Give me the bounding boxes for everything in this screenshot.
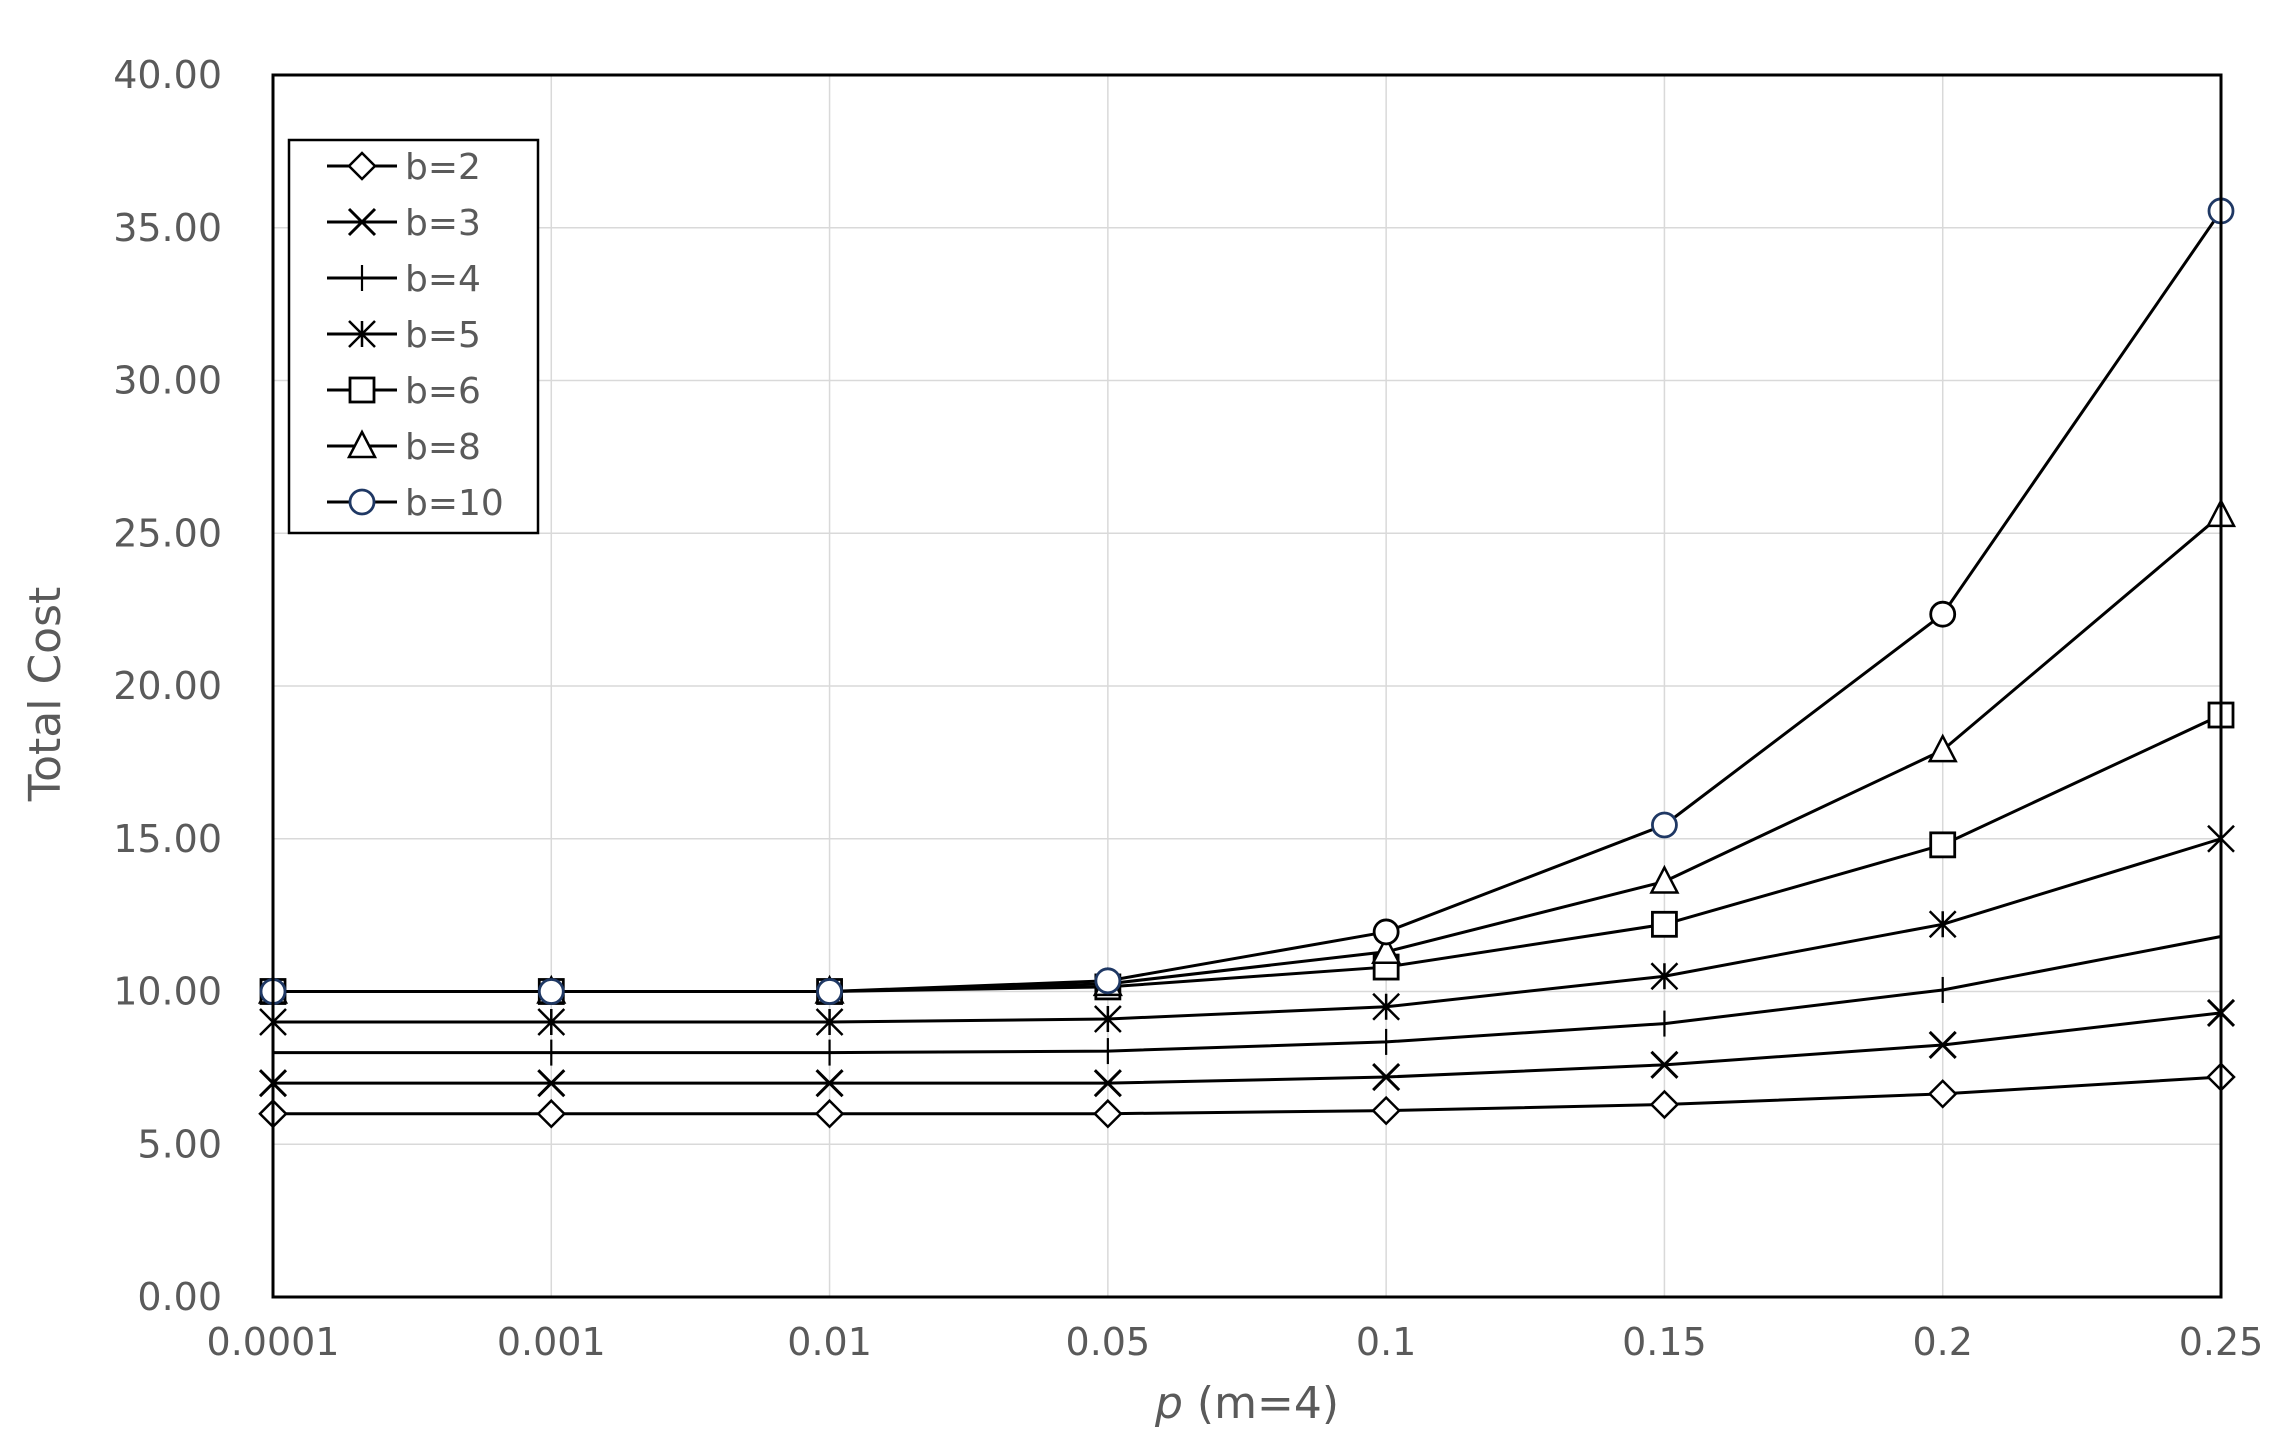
y-axis-title: Total Cost [20,587,71,803]
data-point-b=10 [1651,811,1678,839]
series-line-b=4 [273,935,2222,1055]
legend-marker [347,151,377,181]
legend-label: b=2 [405,147,481,188]
plot-area-frame [271,73,2223,1299]
legend-entry-b=2: b=2 [327,147,481,188]
data-point-b=2 [1649,1089,1680,1120]
data-point-b=3 [1650,1050,1679,1079]
x-axis-ticks: 0.0001 0.001 0.01 0.05 0.1 0.15 0.2 0.25 [207,1320,2264,1364]
y-tick-label: 25.00 [113,511,222,555]
data-point-b=3 [1093,1069,1122,1098]
data-point-b=5 [1372,992,1401,1021]
data-point-b=10 [1372,918,1400,946]
x-axis-title-variable: p [1154,1378,1183,1429]
legend-label: b=5 [405,315,481,356]
data-point-b=8 [1371,935,1402,965]
data-point-b=5 [815,1008,844,1036]
data-point-b=3 [1928,1030,1957,1060]
y-tick-label: 30.00 [113,359,222,403]
series-lines [257,197,2237,1129]
legend-label: b=4 [405,259,481,300]
data-point-b=5 [1928,910,1957,939]
data-point-b=6 [1929,831,1957,859]
legend-entry-b=5: b=5 [327,315,481,356]
x-tick-label: 0.1 [1356,1320,1416,1364]
y-tick-label: 15.00 [113,817,222,861]
data-point-b=3 [815,1069,844,1098]
legend-marker [346,429,378,459]
data-point-b=8 [1927,733,1958,763]
x-axis-title-suffix: (m=4) [1183,1378,1339,1429]
x-tick-label: 0.0001 [207,1320,340,1364]
data-point-b=5 [1650,962,1679,991]
legend-label: b=3 [405,203,481,244]
data-point-b=3 [1372,1062,1401,1092]
series-line-b=10 [273,210,2223,993]
y-tick-label: 0.00 [137,1275,222,1319]
legend-label: b=8 [405,427,481,468]
legend-marker [348,376,376,404]
series-line-b=8 [273,513,2222,993]
legend-entry-b=6: b=6 [327,371,481,412]
data-point-b=10 [537,978,565,1005]
legend-entry-b=10: b=10 [327,483,504,524]
data-point-b=3 [537,1069,566,1098]
legend-marker [348,320,376,348]
grid-lines [272,74,2222,1298]
legend: b=2 b=3 b=4 b=5 b=6 b=8 b=10 [287,138,540,535]
x-tick-label: 0.2 [1912,1320,1972,1364]
data-point-b=2 [1371,1095,1401,1126]
x-tick-label: 0.15 [1622,1320,1707,1364]
data-point-b=5 [1093,1005,1122,1033]
legend-entry-b=3: b=3 [327,203,481,244]
y-tick-label: 20.00 [113,664,222,708]
legend-marker [347,207,377,237]
legend-entry-b=8: b=8 [327,427,481,468]
legend-marker [348,488,376,516]
data-point-b=10 [816,978,843,1005]
y-axis-ticks: 0.00 5.00 10.00 15.00 20.00 25.00 30.00 35.00 40… [113,53,222,1319]
series-line-b=5 [273,837,2222,1024]
x-tick-label: 0.05 [1066,1320,1151,1364]
x-axis-title: p (m=4) [1154,1378,1339,1429]
legend-label: b=6 [405,371,481,412]
data-point-b=2 [536,1098,567,1129]
data-point-b=2 [814,1098,845,1129]
y-tick-label: 10.00 [113,970,222,1014]
series-line-b=3 [273,1011,2222,1085]
data-point-b=8 [1649,864,1680,894]
x-tick-label: 0.01 [787,1320,872,1364]
data-point-b=2 [1927,1079,1958,1109]
legend-entry-b=4: b=4 [327,259,481,300]
x-tick-label: 0.25 [2179,1320,2264,1364]
y-tick-label: 40.00 [113,53,222,97]
data-point-b=2 [1093,1098,1123,1129]
data-point-b=10 [1094,967,1122,995]
legend-label: b=10 [405,483,504,524]
series-line-b=2 [273,1075,2222,1116]
y-tick-label: 5.00 [137,1122,222,1166]
legend-box [287,138,540,535]
y-tick-label: 35.00 [113,206,222,250]
x-tick-label: 0.001 [497,1320,606,1364]
data-point-b=6 [1651,910,1678,938]
data-point-b=5 [537,1008,566,1036]
data-point-b=10 [1929,600,1957,628]
